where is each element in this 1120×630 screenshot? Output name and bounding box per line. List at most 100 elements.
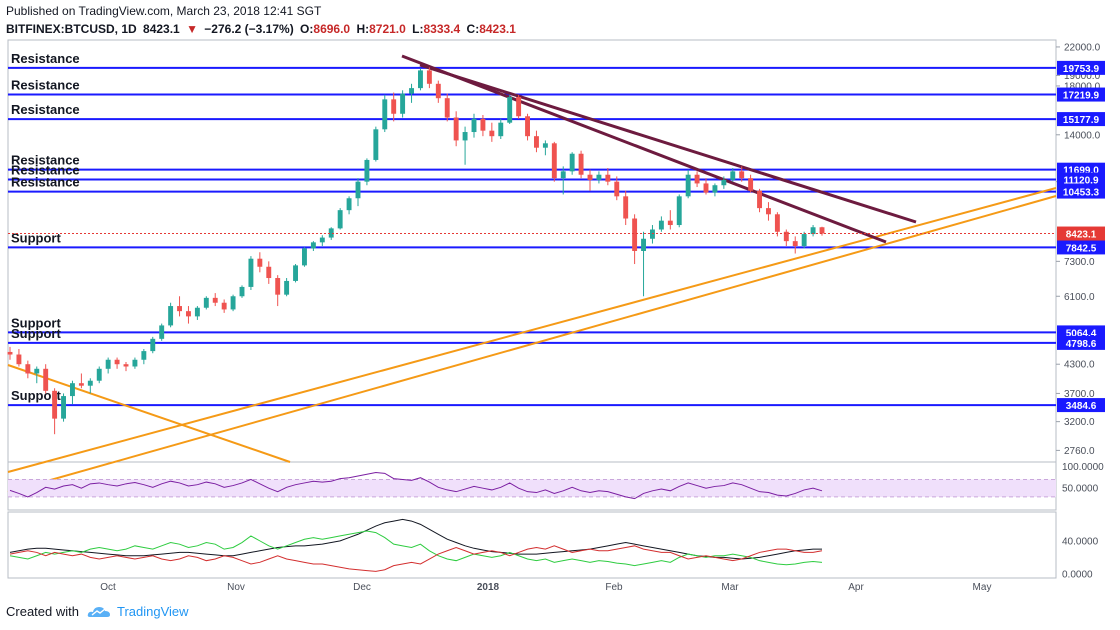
candle-body bbox=[471, 118, 477, 133]
ohlc-legend: BITFINEX:BTCUSD, 1D 8423.1 ▼ −276.2 (−3.… bbox=[6, 22, 519, 36]
candle-body bbox=[498, 122, 504, 137]
published-line: Published on TradingView.com, March 23, … bbox=[6, 4, 322, 18]
close-value: 8423.1 bbox=[479, 22, 516, 36]
price-pane bbox=[7, 39, 1057, 463]
candle-body bbox=[61, 396, 66, 419]
level-tag-value: 11120.9 bbox=[1063, 176, 1098, 187]
level-tag-value: 11699.0 bbox=[1063, 166, 1099, 177]
time-tick-label: Oct bbox=[100, 582, 116, 593]
candle-body bbox=[730, 171, 736, 180]
low-label: L: bbox=[412, 22, 424, 36]
candle-body bbox=[596, 174, 602, 180]
level-label: Resistance bbox=[11, 102, 80, 117]
candle-body bbox=[337, 210, 343, 229]
candle-body bbox=[418, 70, 423, 89]
open-label: O: bbox=[300, 22, 314, 36]
candle-body bbox=[78, 383, 84, 386]
candle-body bbox=[87, 380, 93, 386]
close-label: C: bbox=[466, 22, 480, 36]
rsi-tick-label: 50.0000 bbox=[1062, 484, 1099, 495]
level-tag-box bbox=[1057, 87, 1105, 102]
candle-body bbox=[534, 136, 539, 148]
current-price-box bbox=[1057, 226, 1105, 241]
level-tag-box bbox=[1057, 184, 1105, 199]
candle-body bbox=[105, 359, 111, 369]
candle-body bbox=[694, 174, 700, 184]
level-tag-box bbox=[1057, 172, 1105, 187]
candle-body bbox=[658, 220, 664, 230]
candle-body bbox=[409, 88, 414, 94]
candle-body bbox=[212, 297, 218, 303]
candle-body bbox=[605, 174, 611, 182]
candle-body bbox=[373, 129, 379, 160]
time-tick-label: Dec bbox=[353, 582, 371, 593]
descending-trendline-orange bbox=[7, 364, 291, 463]
level-label: Resistance bbox=[11, 175, 80, 190]
level-tag-value: 3484.6 bbox=[1066, 401, 1097, 412]
tradingview-link[interactable]: TradingView bbox=[116, 604, 189, 619]
candle-body bbox=[435, 83, 441, 99]
created-with-text: Created with bbox=[6, 604, 79, 619]
price-tick-label: 19000.0 bbox=[1064, 71, 1101, 82]
candle-body bbox=[560, 171, 566, 179]
candle-body bbox=[43, 368, 49, 391]
candle-body bbox=[275, 278, 281, 295]
level-tag-value: 19753.9 bbox=[1063, 64, 1100, 75]
candle-body bbox=[123, 364, 129, 367]
level-tag: 4798.6 bbox=[1057, 335, 1105, 350]
candle-body bbox=[462, 132, 468, 141]
time-tick-label: Feb bbox=[605, 582, 623, 593]
candle-body bbox=[569, 153, 575, 172]
price-tick-label: 7300.0 bbox=[1064, 257, 1095, 268]
time-tick-label: Apr bbox=[848, 582, 864, 593]
candle-body bbox=[114, 359, 120, 365]
level-label: Resistance bbox=[11, 153, 80, 168]
candle-body bbox=[96, 368, 102, 381]
high-value: 8721.0 bbox=[369, 22, 406, 36]
candle-body bbox=[186, 311, 191, 317]
level-tag-box bbox=[1057, 112, 1105, 127]
descending-trendline bbox=[419, 63, 917, 224]
price-tick-label: 22000.0 bbox=[1064, 42, 1101, 53]
candle-body bbox=[177, 306, 182, 312]
level-tag-box bbox=[1057, 398, 1105, 413]
candle-body bbox=[453, 117, 459, 141]
candle-body bbox=[391, 99, 397, 114]
candle-body bbox=[16, 354, 22, 365]
level-label: Support bbox=[11, 230, 61, 245]
time-tick-label: Mar bbox=[721, 582, 739, 593]
candle-body bbox=[328, 228, 334, 238]
dmi-line-minus bbox=[9, 545, 823, 572]
price-tick-label: 3700.0 bbox=[1064, 389, 1095, 400]
candle-body bbox=[757, 190, 762, 209]
down-arrow-icon: ▼ bbox=[186, 22, 198, 36]
rsi-tick-label: 100.0000 bbox=[1062, 462, 1104, 473]
candle-body bbox=[650, 229, 655, 239]
candle-body bbox=[623, 196, 629, 219]
candle-body bbox=[257, 258, 263, 267]
candle-body bbox=[132, 359, 138, 367]
candle-body bbox=[810, 227, 816, 235]
level-tag-value: 7842.5 bbox=[1066, 243, 1097, 254]
candle-body bbox=[766, 208, 771, 215]
level-tag-value: 4798.6 bbox=[1066, 339, 1097, 350]
candle-body bbox=[667, 220, 673, 226]
candle-body bbox=[721, 179, 727, 186]
candle-body bbox=[480, 118, 486, 131]
candle-body bbox=[248, 258, 254, 287]
symbol-label: BITFINEX:BTCUSD, 1D bbox=[6, 22, 137, 36]
candle-body bbox=[168, 306, 174, 326]
candle-body bbox=[239, 286, 245, 297]
candle-body bbox=[632, 218, 638, 251]
dmi-tick-label: 0.0000 bbox=[1062, 569, 1093, 580]
candle-body bbox=[7, 351, 13, 355]
candle-body bbox=[364, 159, 370, 182]
price-chart[interactable]: 22000.019000.018000.014000.011000.07300.… bbox=[0, 0, 1120, 600]
candle-body bbox=[676, 196, 682, 226]
candle-body bbox=[703, 183, 709, 193]
price-tick-label: 14000.0 bbox=[1064, 130, 1101, 141]
level-label: Resistance bbox=[11, 163, 80, 178]
candle-body bbox=[739, 171, 745, 179]
time-tick-label: Nov bbox=[227, 582, 245, 593]
current-price-tag: 8423.1 bbox=[1066, 230, 1097, 241]
